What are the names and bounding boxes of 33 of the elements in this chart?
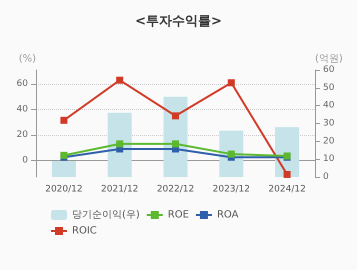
- y2-tick-label: 50: [323, 82, 335, 93]
- point: [60, 116, 68, 124]
- point: [228, 79, 235, 86]
- y2-tick-label: 10: [323, 154, 335, 164]
- y2-axis-title: (억원): [315, 54, 343, 64]
- legend-label: ROA: [216, 210, 239, 220]
- x-tick-label: 2020/12: [45, 184, 83, 194]
- point: [284, 170, 291, 178]
- point: [172, 140, 179, 148]
- y2-tick-label: 60: [323, 65, 335, 75]
- y-tick-label: 20: [16, 130, 28, 140]
- x-tick-label: 2021/12: [101, 184, 138, 194]
- legend-label: ROIC: [72, 226, 97, 236]
- chart-title: <투자수익률>: [135, 14, 222, 29]
- point: [116, 76, 124, 84]
- y-axis-title: (%): [18, 54, 36, 64]
- y-tick-label: 0: [22, 155, 28, 166]
- legend-label: 당기순이익(우): [72, 210, 140, 220]
- y2-tick-label: 30: [323, 118, 335, 128]
- x-tick-label: 2023/12: [212, 184, 250, 194]
- y-tick-label: 60: [16, 79, 28, 90]
- point: [116, 140, 124, 148]
- point: [228, 150, 235, 158]
- y-tick-label: 40: [16, 104, 28, 114]
- point: [172, 112, 179, 120]
- x-tick-label: 2022/12: [156, 184, 194, 194]
- y2-tick-label: 0: [323, 172, 329, 182]
- legend-label: ROE: [168, 210, 189, 220]
- y2-tick-label: 40: [323, 100, 335, 111]
- bar: [52, 160, 76, 177]
- bar: [108, 112, 132, 177]
- x-tick-label: 2024/12: [268, 184, 306, 194]
- y2-tick-label: 20: [323, 136, 335, 146]
